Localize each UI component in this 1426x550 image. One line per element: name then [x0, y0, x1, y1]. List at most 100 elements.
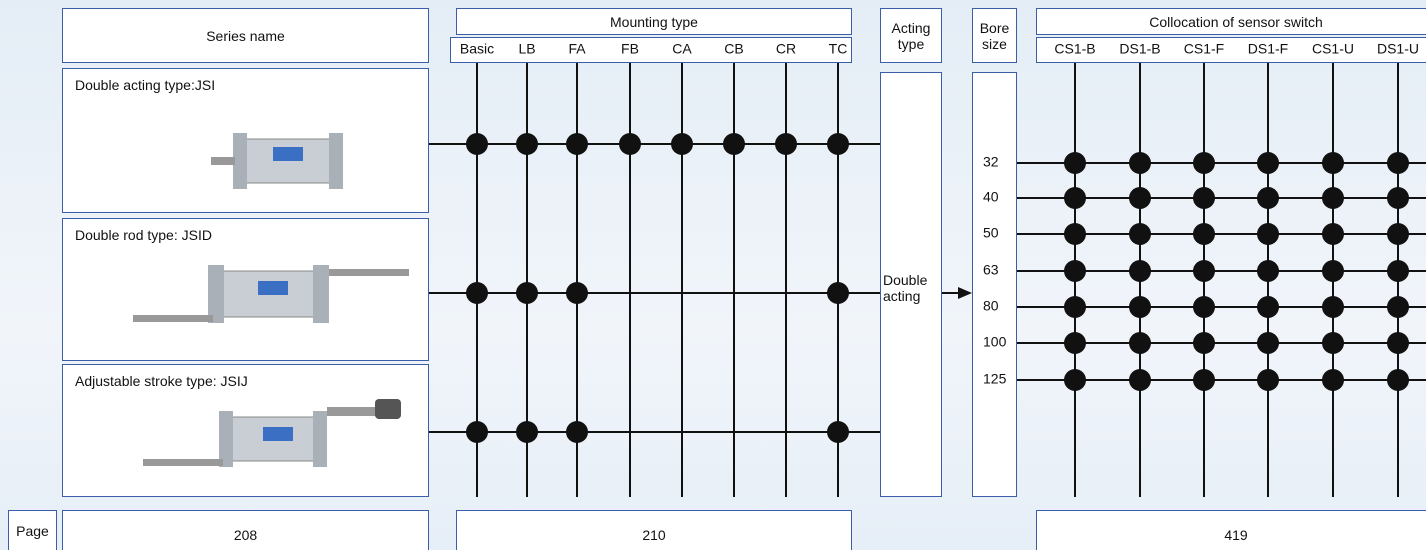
- mounting-type: FA: [568, 41, 586, 57]
- switch-type: CS1-F: [1184, 41, 1224, 57]
- available-dot: [1257, 152, 1279, 174]
- switch-type: CS1-U: [1312, 41, 1354, 57]
- switch-type: DS1-U: [1377, 41, 1419, 57]
- available-dot: [1257, 332, 1279, 354]
- available-dot: [1129, 223, 1151, 245]
- available-dot: [1322, 332, 1344, 354]
- available-dot: [1129, 260, 1151, 282]
- mounting-type: Basic: [460, 41, 494, 57]
- series-label: Double rod type: JSID: [75, 227, 212, 243]
- available-dot: [1322, 223, 1344, 245]
- available-dot: [1387, 369, 1409, 391]
- available-dot: [1387, 152, 1409, 174]
- bore-size: 50: [983, 225, 999, 241]
- series-label: Adjustable stroke type: JSIJ: [75, 373, 248, 389]
- available-dot: [775, 133, 797, 155]
- mounting-type: FB: [621, 41, 639, 57]
- bore-size: 32: [983, 154, 999, 170]
- series-box: Double rod type: JSID: [62, 218, 429, 361]
- mounting-type: TC: [829, 41, 848, 57]
- available-dot: [466, 282, 488, 304]
- page-label: Page: [8, 510, 57, 550]
- available-dot: [1322, 152, 1344, 174]
- available-dot: [466, 421, 488, 443]
- available-dot: [827, 133, 849, 155]
- available-dot: [1387, 223, 1409, 245]
- available-dot: [1387, 332, 1409, 354]
- available-dot: [1322, 296, 1344, 318]
- available-dot: [1257, 260, 1279, 282]
- bore-size: 40: [983, 189, 999, 205]
- bore-size: 125: [983, 371, 1007, 387]
- available-dot: [1257, 187, 1279, 209]
- switch-type: CS1-B: [1054, 41, 1095, 57]
- available-dot: [1387, 296, 1409, 318]
- available-dot: [723, 133, 745, 155]
- arrow-head: [958, 287, 972, 299]
- mounting-type: CR: [776, 41, 796, 57]
- available-dot: [516, 133, 538, 155]
- switch-type: DS1-F: [1248, 41, 1288, 57]
- available-dot: [566, 421, 588, 443]
- available-dot: [1193, 152, 1215, 174]
- page-value: 419: [1036, 510, 1426, 550]
- available-dot: [1387, 260, 1409, 282]
- available-dot: [466, 133, 488, 155]
- available-dot: [1257, 296, 1279, 318]
- available-dot: [1129, 332, 1151, 354]
- bore-title: Bore size: [972, 8, 1017, 63]
- mounting-types-box: [450, 37, 852, 63]
- available-dot: [1064, 152, 1086, 174]
- mounting-title: Mounting type: [456, 8, 852, 35]
- page-value: 210: [456, 510, 852, 550]
- available-dot: [1387, 187, 1409, 209]
- available-dot: [1257, 223, 1279, 245]
- mounting-type: LB: [518, 41, 535, 57]
- available-dot: [827, 421, 849, 443]
- available-dot: [566, 282, 588, 304]
- series-box: Double acting type:JSI: [62, 68, 429, 213]
- available-dot: [1193, 332, 1215, 354]
- available-dot: [1064, 332, 1086, 354]
- available-dot: [1129, 152, 1151, 174]
- available-dot: [619, 133, 641, 155]
- series-header: Series name: [62, 8, 429, 63]
- cylinder-photo: [143, 399, 401, 467]
- available-dot: [1129, 369, 1151, 391]
- bore-size: 63: [983, 262, 999, 278]
- bore-box: [972, 72, 1017, 497]
- available-dot: [1193, 260, 1215, 282]
- bore-size: 80: [983, 298, 999, 314]
- available-dot: [1193, 187, 1215, 209]
- cylinder-photo: [133, 265, 409, 323]
- available-dot: [1257, 369, 1279, 391]
- available-dot: [1129, 296, 1151, 318]
- bore-size: 100: [983, 334, 1007, 350]
- available-dot: [827, 282, 849, 304]
- available-dot: [1193, 296, 1215, 318]
- sensor-types-box: [1036, 37, 1426, 63]
- available-dot: [1193, 223, 1215, 245]
- acting-title: Acting type: [880, 8, 942, 63]
- mounting-type: CB: [724, 41, 743, 57]
- acting-value: Double acting: [883, 272, 928, 304]
- available-dot: [1322, 260, 1344, 282]
- series-box: Adjustable stroke type: JSIJ: [62, 364, 429, 497]
- page-value: 208: [62, 510, 429, 550]
- series-label: Double acting type:JSI: [75, 77, 216, 93]
- available-dot: [1322, 187, 1344, 209]
- sensor-title: Collocation of sensor switch: [1036, 8, 1426, 35]
- available-dot: [516, 282, 538, 304]
- available-dot: [1193, 369, 1215, 391]
- switch-type: DS1-B: [1119, 41, 1160, 57]
- acting-box: [880, 72, 942, 497]
- cylinder-photo: [211, 133, 343, 189]
- available-dot: [1322, 369, 1344, 391]
- mounting-type: CA: [672, 41, 692, 57]
- available-dot: [566, 133, 588, 155]
- available-dot: [516, 421, 538, 443]
- available-dot: [1064, 187, 1086, 209]
- available-dot: [671, 133, 693, 155]
